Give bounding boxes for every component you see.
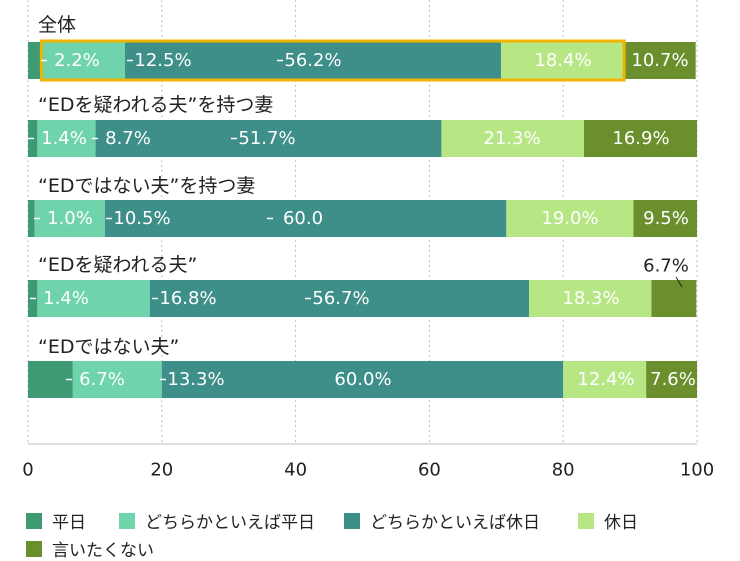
data-label: 8.7% [105, 128, 151, 149]
data-label: 21.3% [483, 128, 540, 149]
bar-segment [506, 200, 634, 237]
bar-segment [37, 280, 150, 317]
data-label: 60.0% [334, 369, 391, 390]
x-tick-label: 20 [150, 460, 173, 481]
data-label: 60.0 [283, 208, 323, 229]
x-tick-label: 40 [284, 460, 307, 481]
bar-segment [149, 280, 530, 317]
data-label: 1.4% [43, 288, 89, 309]
bar-segment [624, 42, 696, 79]
legend-item-holiday: 休日 [578, 508, 638, 533]
data-label: 6.7% [643, 256, 689, 277]
bar-segment [72, 361, 162, 398]
bar-segment [646, 361, 697, 398]
legend-label: 言いたくない [52, 541, 154, 561]
legend-label: どちらかといえば平日 [145, 513, 315, 533]
data-label: 12.4% [577, 369, 634, 390]
x-tick-label: 80 [552, 460, 575, 481]
bar-segment [161, 361, 564, 398]
bar-segment [583, 120, 697, 157]
bar-segment [41, 42, 126, 79]
category-label: “EDではない夫” [38, 336, 179, 358]
data-label: 12.5% [134, 50, 191, 71]
x-tick-label: 100 [680, 460, 714, 481]
data-label: 10.5% [113, 208, 170, 229]
bar-segment [529, 280, 652, 317]
legend-swatch [578, 512, 594, 529]
legend-swatch [344, 512, 360, 529]
legend-item-rather-weekday: どちらかといえば平日 [119, 508, 315, 533]
legend-item-weekday: 平日 [26, 508, 86, 533]
bar-segment [633, 200, 697, 237]
legend-label: 休日 [604, 513, 638, 533]
data-label: 1.4% [41, 128, 87, 149]
data-label: 2.2% [54, 50, 100, 71]
legend-item-rather-holiday: どちらかといえば休日 [344, 508, 540, 533]
data-label: 10.7% [631, 50, 688, 71]
data-label: 51.7% [238, 128, 295, 149]
bar-segment [500, 42, 625, 79]
bar-segment [28, 200, 35, 237]
bar-segment [34, 200, 105, 237]
category-label: “EDを疑われる夫” [38, 254, 197, 276]
legend-swatch [26, 512, 42, 529]
x-tick-label: 60 [418, 460, 441, 481]
data-label: 9.5% [643, 208, 689, 229]
category-label: “EDを疑われる夫”を持つ妻 [38, 94, 273, 116]
legend-label: どちらかといえば休日 [370, 513, 540, 533]
bar-segment [28, 42, 42, 79]
data-label: 18.4% [534, 50, 591, 71]
legend-swatch [119, 512, 135, 529]
leader-line [675, 276, 683, 288]
x-tick-label: 0 [22, 460, 33, 481]
bar-segment [441, 120, 584, 157]
data-label: 13.3% [167, 369, 224, 390]
bar-segment [651, 280, 697, 317]
data-label: 56.7% [312, 288, 369, 309]
data-label: 18.3% [562, 288, 619, 309]
category-label: 全体 [38, 14, 76, 36]
data-label: 6.7% [79, 369, 125, 390]
bar-segment [28, 361, 73, 398]
bar-segment [95, 120, 442, 157]
data-label: 56.2% [284, 50, 341, 71]
bar-segment [563, 361, 647, 398]
legend-label: 平日 [52, 513, 86, 533]
bar-segment [104, 200, 507, 237]
data-label: 16.8% [159, 288, 216, 309]
data-label: 16.9% [612, 128, 669, 149]
data-label: 19.0% [541, 208, 598, 229]
bar-segment [125, 42, 501, 79]
category-label: “EDではない夫”を持つ妻 [38, 175, 255, 197]
data-label: 1.0% [47, 208, 93, 229]
legend-swatch [26, 540, 42, 557]
legend-item-no-answer: 言いたくない [26, 536, 154, 561]
bar-segment [37, 120, 96, 157]
data-label: 7.6% [650, 369, 696, 390]
